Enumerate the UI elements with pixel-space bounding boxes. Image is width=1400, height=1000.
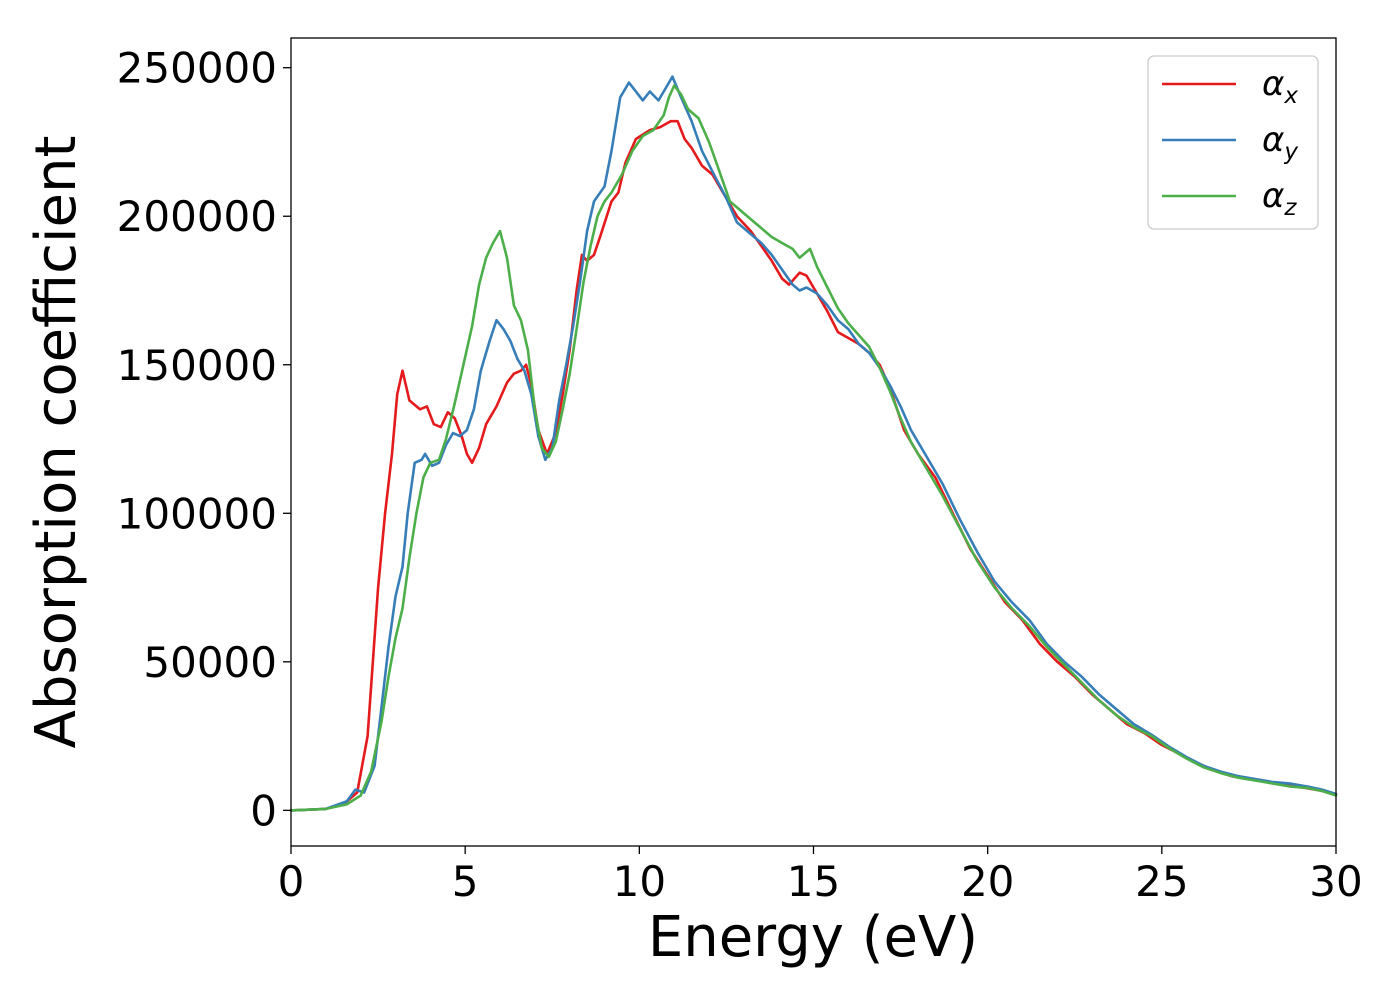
series-lines — [289, 75, 1338, 812]
x-tick-label: 5 — [452, 857, 479, 906]
series-line-z — [289, 84, 1338, 812]
x-tick-label: 25 — [1135, 857, 1188, 906]
y-tick-label: 200000 — [117, 192, 277, 241]
y-axis-title: Absorption coefficient — [24, 136, 89, 749]
legend-label-base: α — [1262, 120, 1284, 160]
legend-label-x: αx — [1262, 64, 1298, 109]
legend-label-z: αz — [1262, 176, 1297, 221]
legend-label-subscript: z — [1283, 195, 1297, 221]
series-line-x — [289, 119, 1338, 812]
y-axis-ticks: 0 50000 100000 150000 200000 250000 — [117, 44, 291, 835]
x-tick-label: 15 — [787, 857, 840, 906]
x-axis-ticks: 0 5 10 15 20 25 30 — [278, 846, 1363, 906]
y-tick-label: 250000 — [117, 44, 277, 93]
legend-label-base: α — [1262, 64, 1284, 104]
legend-label-base: α — [1262, 176, 1284, 216]
x-tick-label: 30 — [1309, 857, 1362, 906]
legend-label-subscript: y — [1283, 139, 1298, 165]
y-tick-label: 0 — [250, 786, 277, 835]
x-tick-label: 0 — [278, 857, 305, 906]
x-tick-label: 20 — [961, 857, 1014, 906]
x-tick-label: 10 — [613, 857, 666, 906]
legend-label-y: αy — [1262, 120, 1298, 165]
legend-box — [1147, 55, 1319, 230]
y-tick-label: 100000 — [117, 489, 277, 538]
legend-label-subscript: x — [1283, 83, 1298, 109]
y-tick-label: 50000 — [143, 638, 277, 687]
x-axis-title: Energy (eV) — [648, 905, 978, 970]
y-tick-label: 150000 — [117, 341, 277, 390]
